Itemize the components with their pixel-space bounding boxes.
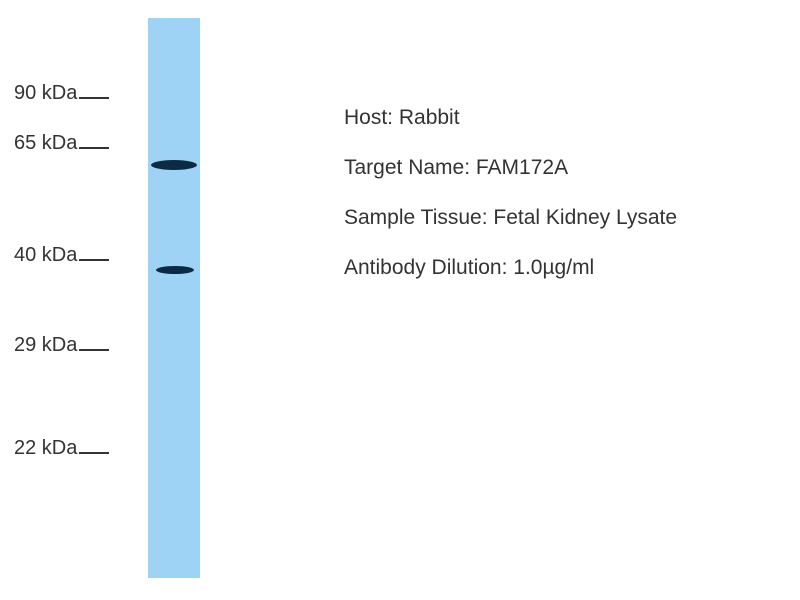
marker-tick: [79, 147, 110, 149]
marker-tick: [79, 452, 110, 454]
marker-tick: [79, 97, 110, 99]
marker-label: 90 kDa: [14, 82, 78, 104]
marker-22: 22 kDa: [14, 437, 110, 460]
band-upper: [151, 160, 197, 170]
marker-90: 90 kDa: [14, 82, 110, 105]
host-text: Host: Rabbit: [344, 106, 460, 129]
tissue-text: Sample Tissue: Fetal Kidney Lysate: [344, 206, 678, 229]
blot-lane: [148, 18, 200, 578]
marker-tick: [79, 259, 110, 261]
marker-label: 29 kDa: [14, 334, 78, 356]
marker-65: 65 kDa: [14, 132, 110, 155]
marker-label: 22 kDa: [14, 437, 78, 459]
target-text: Target Name: FAM172A: [344, 156, 569, 179]
band-lower: [156, 266, 194, 274]
marker-label: 65 kDa: [14, 132, 78, 154]
dilution-text: Antibody Dilution: 1.0µg/ml: [344, 256, 595, 279]
marker-40: 40 kDa: [14, 244, 110, 267]
marker-29: 29 kDa: [14, 334, 110, 357]
marker-label: 40 kDa: [14, 244, 78, 266]
marker-tick: [79, 349, 110, 351]
